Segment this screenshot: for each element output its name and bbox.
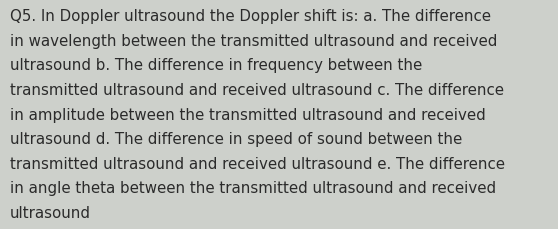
Text: transmitted ultrasound and received ultrasound e. The difference: transmitted ultrasound and received ultr… bbox=[10, 156, 505, 171]
Text: ultrasound: ultrasound bbox=[10, 205, 91, 220]
Text: transmitted ultrasound and received ultrasound c. The difference: transmitted ultrasound and received ultr… bbox=[10, 83, 504, 98]
Text: in amplitude between the transmitted ultrasound and received: in amplitude between the transmitted ult… bbox=[10, 107, 486, 122]
Text: ultrasound b. The difference in frequency between the: ultrasound b. The difference in frequenc… bbox=[10, 58, 422, 73]
Text: in wavelength between the transmitted ultrasound and received: in wavelength between the transmitted ul… bbox=[10, 34, 497, 49]
Text: Q5. In Doppler ultrasound the Doppler shift is: a. The difference: Q5. In Doppler ultrasound the Doppler sh… bbox=[10, 9, 491, 24]
Text: ultrasound d. The difference in speed of sound between the: ultrasound d. The difference in speed of… bbox=[10, 132, 462, 147]
Text: in angle theta between the transmitted ultrasound and received: in angle theta between the transmitted u… bbox=[10, 181, 496, 196]
